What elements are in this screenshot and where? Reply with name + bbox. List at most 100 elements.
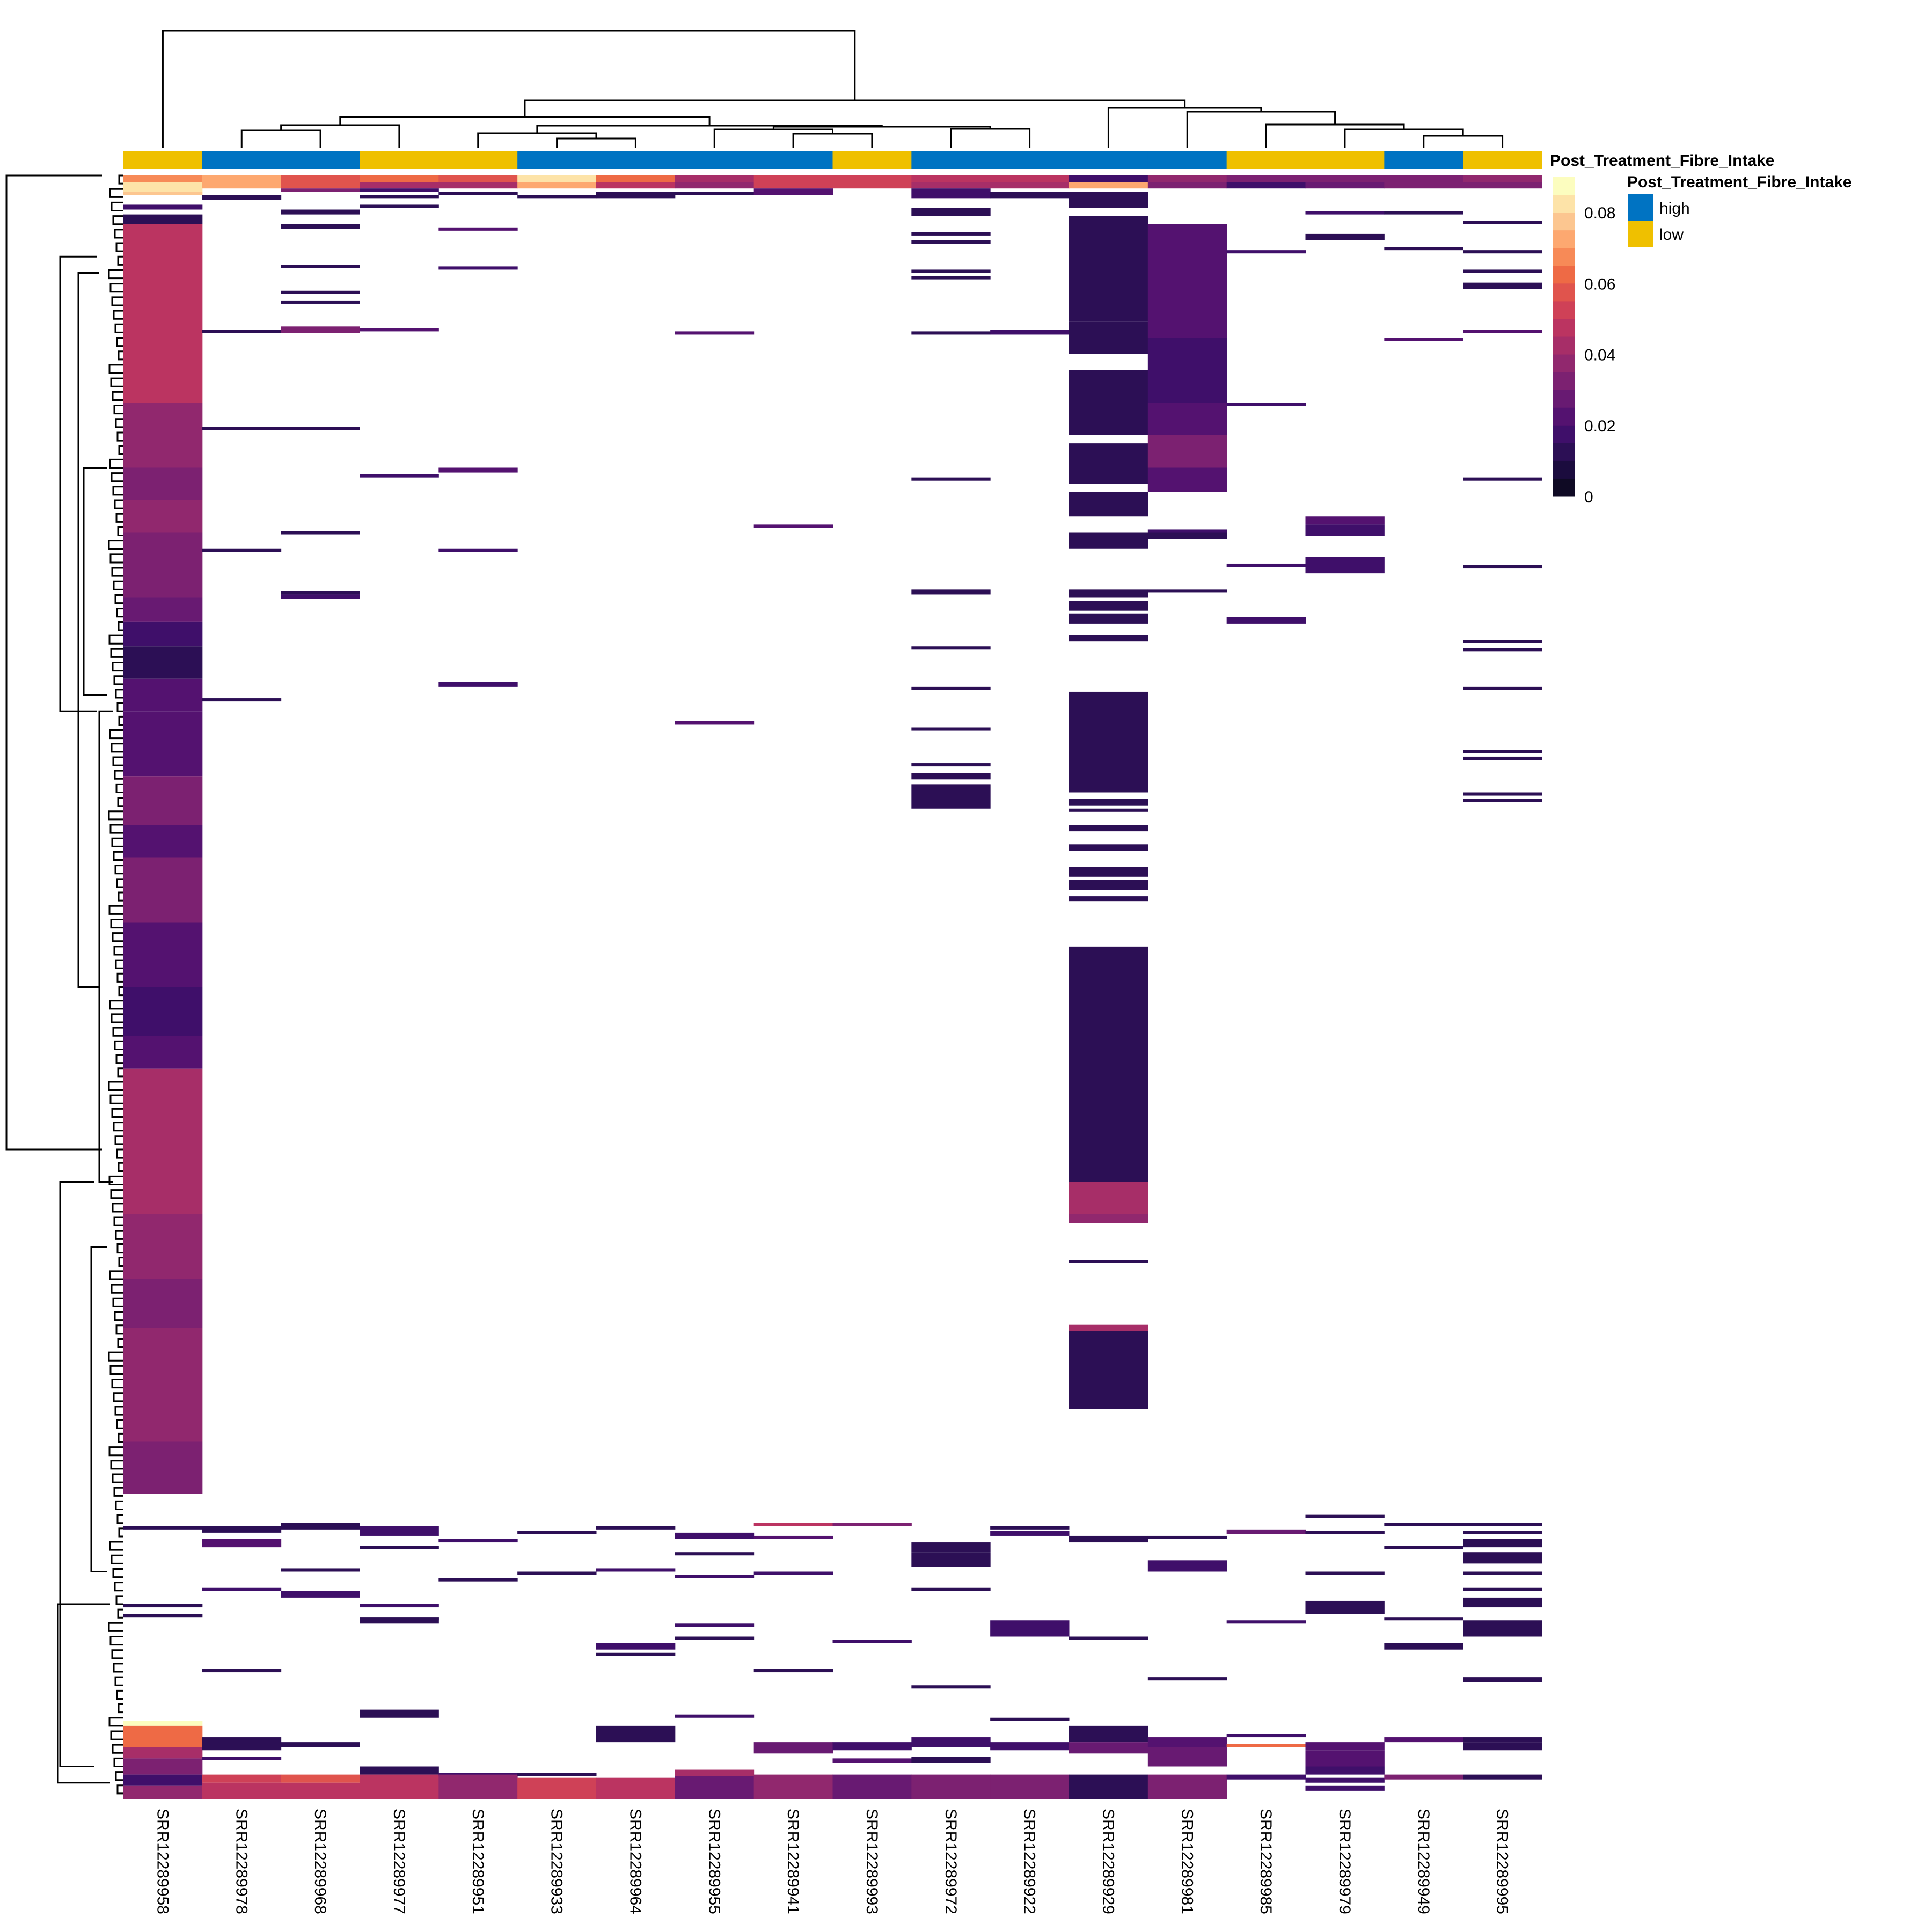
heatmap-cell — [438, 682, 518, 687]
heatmap-cell — [517, 182, 597, 189]
dendrogram-link — [1186, 111, 1336, 148]
colorbar-segment — [1553, 390, 1575, 408]
colorbar-tick-label: 0.08 — [1584, 204, 1615, 222]
heatmap-cell — [202, 1737, 282, 1751]
colorbar-segment — [1553, 336, 1575, 355]
row-dendrogram-link — [111, 472, 123, 482]
heatmap-cell — [1305, 1750, 1385, 1767]
row-dendrogram-link — [109, 283, 123, 293]
heatmap-cell — [1069, 880, 1148, 890]
heatmap-cell — [911, 773, 991, 780]
heatmap-cell — [438, 192, 518, 195]
colorbar-segment — [1553, 478, 1575, 497]
heatmap-cell — [202, 330, 282, 333]
heatmap-cell — [596, 1777, 676, 1799]
heatmap-cell — [123, 1377, 203, 1409]
heatmap-cell — [1463, 175, 1542, 182]
heatmap-cell — [1463, 1620, 1542, 1637]
row-dendrogram-link — [108, 1717, 123, 1727]
column-dendrogram — [162, 30, 1504, 148]
heatmap-cell — [1463, 648, 1542, 652]
heatmap-cell — [1069, 695, 1148, 760]
annotation-cell-high — [1069, 151, 1148, 169]
row-dendrogram-link — [118, 891, 123, 902]
heatmap-cell — [1384, 1643, 1463, 1650]
heatmap-cell — [1384, 1523, 1463, 1526]
heatmap-cell — [360, 175, 439, 182]
heatmap-cell — [1069, 946, 1148, 1044]
column-label: SRR12289993 — [863, 1809, 881, 1914]
heatmap-cell — [123, 711, 203, 777]
heatmap-cell — [911, 1757, 991, 1763]
heatmap-cell — [1226, 1529, 1306, 1534]
row-dendrogram-link — [117, 1067, 123, 1078]
row-dendrogram-link — [110, 377, 123, 387]
heatmap-cell — [1463, 1531, 1542, 1534]
row-dendrogram-link — [109, 1541, 123, 1551]
annotation-cell-high — [675, 151, 755, 169]
heatmap-cell — [1147, 1737, 1227, 1747]
heatmap-cell — [1069, 1044, 1148, 1060]
dendrogram-link — [1265, 123, 1405, 148]
dendrogram-link — [556, 137, 636, 148]
heatmap-cell — [123, 338, 203, 403]
row-dendrogram-link — [115, 1500, 123, 1511]
heatmap-cell — [517, 1773, 597, 1776]
heatmap-cell — [123, 1409, 203, 1442]
heatmap-cell — [1463, 1677, 1542, 1682]
row-dendrogram-link — [108, 364, 123, 374]
heatmap-cell — [675, 721, 755, 724]
row-dendrogram-link — [114, 1582, 123, 1592]
heatmap-cell — [990, 330, 1070, 335]
column-label: SRR12289978 — [232, 1809, 250, 1914]
heatmap-cell — [675, 192, 755, 195]
heatmap-cell — [1463, 756, 1542, 760]
heatmap-cell — [1463, 792, 1542, 796]
heatmap-cell — [675, 175, 755, 182]
row-dendrogram-link — [109, 188, 123, 198]
row-dendrogram-link — [116, 1784, 123, 1795]
heatmap-cell — [1305, 233, 1385, 240]
heatmap-cell — [1226, 250, 1306, 254]
heatmap-cell — [1147, 1560, 1227, 1572]
column-label: SRR12289981 — [1178, 1809, 1196, 1914]
heatmap-cell — [911, 646, 991, 650]
row-dendrogram-link — [110, 1189, 123, 1199]
heatmap-cell — [360, 328, 439, 332]
heatmap-cell — [596, 1568, 676, 1572]
heatmap-cell — [911, 331, 991, 335]
heatmap-cell — [1069, 192, 1148, 208]
row-dendrogram-link — [109, 1000, 123, 1010]
heatmap-cell — [675, 1532, 755, 1539]
group-legend: Post_Treatment_Fibre_Intake high low — [1627, 173, 1852, 247]
heatmap-cell — [202, 427, 282, 430]
heatmap-cell — [281, 1774, 360, 1783]
row-dendrogram-link — [116, 702, 123, 712]
row-dendrogram-link — [112, 1744, 123, 1754]
heatmap-cell — [1147, 1677, 1227, 1681]
heatmap-cell — [123, 1604, 203, 1608]
row-dendrogram-link — [113, 946, 123, 956]
row-dendrogram-link — [112, 756, 123, 766]
heatmap-cell — [1069, 492, 1148, 517]
row-dendrogram-link — [118, 174, 123, 185]
row-dendrogram-link — [111, 1554, 123, 1564]
heatmap-cell — [1384, 1774, 1463, 1780]
heatmap-cell — [123, 1721, 203, 1726]
row-dendrogram-link — [114, 229, 123, 239]
heatmap-cell — [911, 1587, 991, 1591]
heatmap-cell — [1147, 589, 1227, 593]
row-dendrogram-link — [118, 1257, 123, 1267]
heatmap-cell — [911, 208, 991, 216]
heatmap-cell — [1147, 435, 1227, 468]
heatmap-cell — [1069, 867, 1148, 877]
heatmap-cell — [1305, 565, 1385, 574]
row-dendrogram-link — [111, 1284, 123, 1294]
heatmap-cell — [596, 175, 676, 182]
heatmap-cell — [911, 763, 991, 767]
annotation-cell-low — [123, 151, 203, 169]
legend-swatch-low — [1628, 221, 1653, 247]
heatmap-cell — [911, 686, 991, 690]
heatmap-cell — [832, 175, 912, 182]
heatmap-cell — [281, 265, 360, 268]
